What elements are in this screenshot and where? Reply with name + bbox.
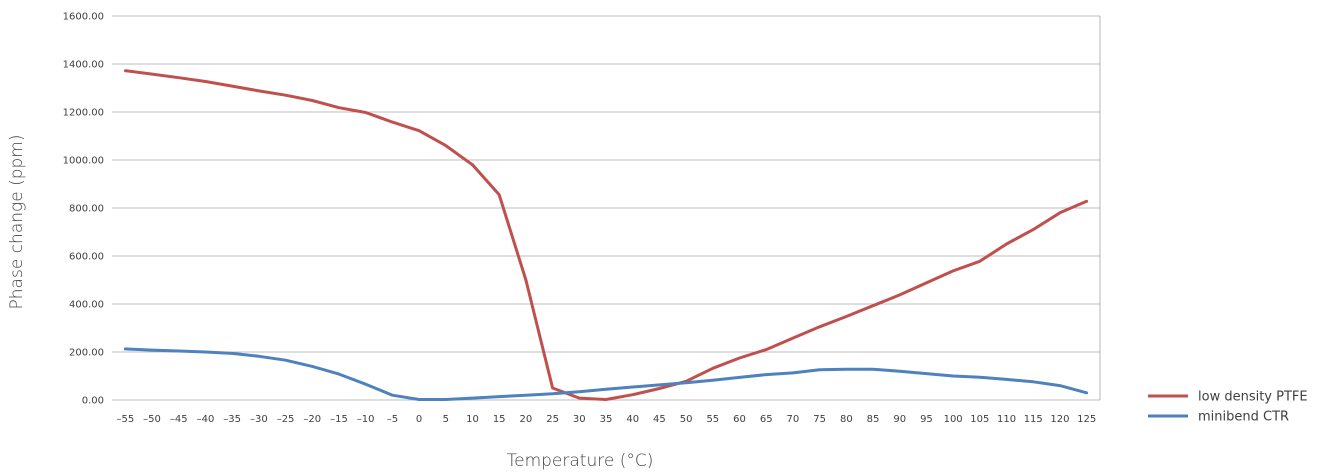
x-tick-label: 60 bbox=[733, 414, 746, 425]
x-tick-label: 100 bbox=[944, 414, 963, 425]
series-line-minibend-ctr bbox=[123, 347, 1089, 401]
x-tick-label: –15 bbox=[330, 414, 348, 425]
y-tick-label: 1000.00 bbox=[63, 156, 104, 167]
legend-label: low density PTFE bbox=[1198, 390, 1308, 405]
x-tick-label: 110 bbox=[997, 414, 1016, 425]
x-tick-label: –5 bbox=[387, 414, 398, 425]
x-tick-label: 85 bbox=[867, 414, 880, 425]
x-tick-label: 30 bbox=[573, 414, 586, 425]
y-tick-label: 1400.00 bbox=[63, 60, 104, 71]
x-tick-label: –35 bbox=[223, 414, 241, 425]
y-tick-label: 1600.00 bbox=[63, 12, 104, 23]
y-tick-label: 400.00 bbox=[69, 300, 104, 311]
x-tick-label: 95 bbox=[920, 414, 933, 425]
x-tick-label: 25 bbox=[546, 414, 559, 425]
x-tick-label: –30 bbox=[250, 414, 268, 425]
x-tick-label: 115 bbox=[1024, 414, 1043, 425]
x-tick-label: –40 bbox=[197, 414, 215, 425]
x-tick-label: –45 bbox=[170, 414, 188, 425]
x-tick-label: 20 bbox=[520, 414, 533, 425]
x-tick-label: 45 bbox=[653, 414, 666, 425]
x-tick-label: 15 bbox=[493, 414, 506, 425]
x-tick-label: 120 bbox=[1050, 414, 1069, 425]
gridlines bbox=[112, 15, 1101, 401]
x-tick-label: 70 bbox=[787, 414, 800, 425]
x-tick-label: –25 bbox=[277, 414, 295, 425]
y-tick-label: 200.00 bbox=[69, 348, 104, 359]
x-tick-label: 10 bbox=[466, 414, 479, 425]
x-tick-label: 125 bbox=[1077, 414, 1096, 425]
x-tick-label: 35 bbox=[600, 414, 613, 425]
x-tick-label: 90 bbox=[893, 414, 906, 425]
x-tick-label: –20 bbox=[303, 414, 321, 425]
x-axis-ticks: –55 –50 –45 –40 –35 –30 –25 –20 –15 –10 –5 0 5 10 15 20… bbox=[116, 414, 1096, 425]
series-line-low-density-ptfe bbox=[123, 69, 1089, 401]
x-tick-label: 50 bbox=[680, 414, 693, 425]
x-tick-label: 75 bbox=[813, 414, 826, 425]
y-tick-label: 600.00 bbox=[69, 252, 104, 263]
x-tick-label: 0 bbox=[416, 414, 422, 425]
legend-label: minibend CTR bbox=[1198, 410, 1289, 425]
x-tick-label: 5 bbox=[443, 414, 449, 425]
y-axis-title: Phase change (ppm) bbox=[7, 135, 27, 310]
x-axis-title: Temperature (°C) bbox=[507, 451, 654, 471]
legend: low density PTFE minibend CTR bbox=[1148, 390, 1308, 425]
x-tick-label: 40 bbox=[626, 414, 639, 425]
y-tick-label: 1200.00 bbox=[63, 108, 104, 119]
y-tick-label: 0.00 bbox=[82, 396, 104, 407]
x-tick-label: 105 bbox=[970, 414, 989, 425]
series-lines bbox=[123, 69, 1089, 401]
x-tick-label: –10 bbox=[357, 414, 375, 425]
x-tick-label: –55 bbox=[116, 414, 134, 425]
x-tick-label: 80 bbox=[840, 414, 853, 425]
y-tick-label: 800.00 bbox=[69, 204, 104, 215]
x-tick-label: 65 bbox=[760, 414, 773, 425]
y-axis-ticks: 0.00 200.00 400.00 600.00 800.00 1000.00 1200.… bbox=[63, 12, 104, 407]
x-tick-label: 55 bbox=[706, 414, 719, 425]
x-tick-label: –50 bbox=[143, 414, 161, 425]
